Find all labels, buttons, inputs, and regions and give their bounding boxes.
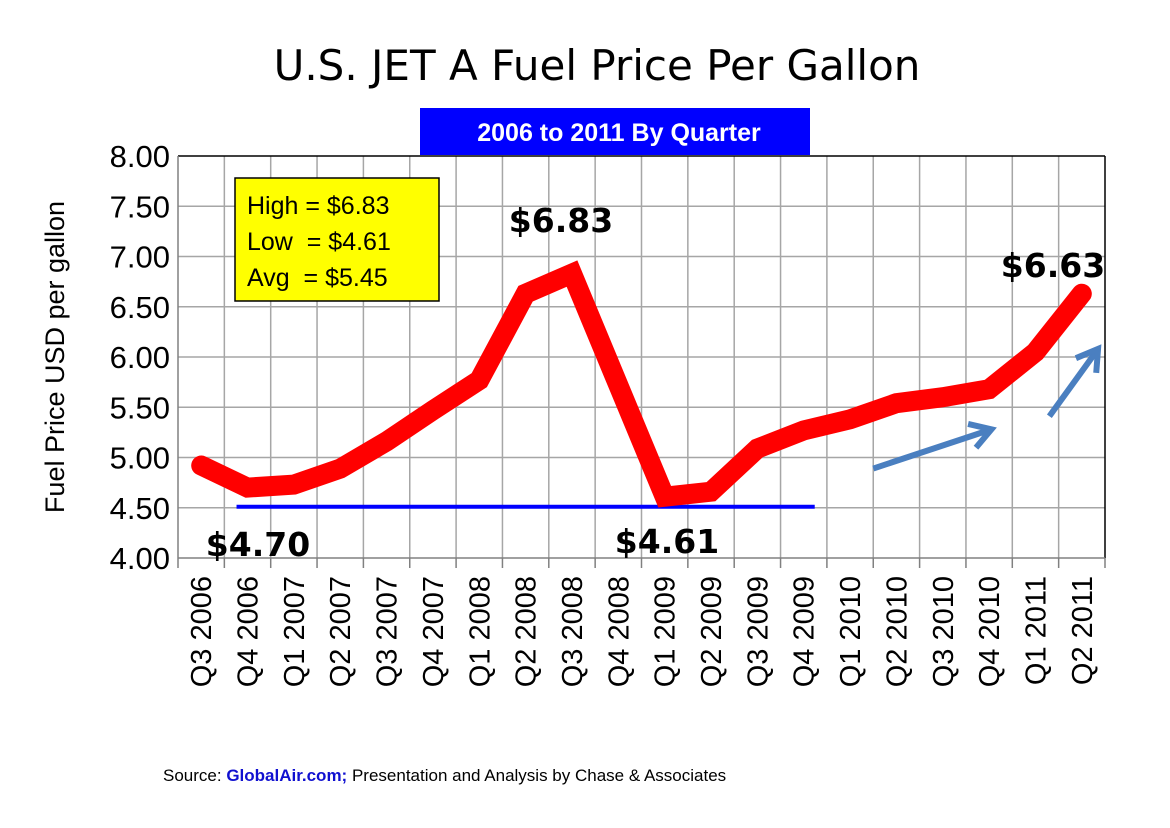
trend-arrow-shaft: [872, 426, 993, 472]
source-suffix: Presentation and Analysis by Chase & Ass…: [347, 766, 726, 785]
annotation-q4-2006: $4.70: [206, 525, 310, 564]
stats-high: High = $6.83: [247, 192, 389, 220]
annotation-low: $4.61: [615, 522, 719, 561]
y-tick-label: 6.50: [110, 290, 170, 325]
x-tick-label: Q3 2007: [372, 576, 404, 687]
x-tick-label: Q4 2007: [418, 576, 450, 687]
y-tick-label: 4.00: [110, 541, 170, 576]
x-tick-label: Q2 2011: [1067, 576, 1099, 685]
y-axis-label: Fuel Price USD per gallon: [40, 201, 70, 513]
y-tick-label: 5.50: [110, 390, 170, 425]
stats-box: High = $6.83 Low = $4.61 Avg = $5.45: [234, 177, 440, 302]
source-prefix: Source:: [163, 766, 226, 785]
x-tick-labels: Q3 2006 Q4 2006 Q1 2007 Q2 2007 Q3 2007 Q4 20…: [186, 576, 1099, 687]
y-tick-label: 7.50: [110, 189, 170, 224]
trend-arrow: [872, 420, 997, 472]
trend-arrow-head: [1074, 344, 1102, 374]
trend-arrow: [1046, 344, 1102, 419]
x-tick-label: Q1 2007: [279, 576, 311, 687]
x-tick-label: Q1 2011: [1020, 576, 1052, 685]
stats-box-background: [234, 177, 440, 302]
subtitle-box: 2006 to 2011 By Quarter: [420, 108, 810, 155]
stats-low: Low = $4.61: [247, 228, 391, 256]
y-tick-labels: 4.00 4.50 5.00 5.50 6.00 6.50 7.00 7.50 8.00: [110, 139, 170, 576]
annotation-latest: $6.63: [1001, 246, 1105, 285]
source-note: Source: GlobalAir.com; Presentation and …: [163, 766, 726, 785]
trend-arrows: [872, 344, 1102, 472]
y-tick-label: 4.50: [110, 491, 170, 526]
y-tick-label: 5.00: [110, 441, 170, 476]
stats-avg: Avg = $5.45: [247, 264, 388, 292]
trend-arrow-head: [967, 420, 997, 450]
x-tick-label: Q2 2009: [696, 576, 728, 687]
source-link[interactable]: GlobalAir.com;: [226, 766, 347, 785]
chart-title: U.S. JET A Fuel Price Per Gallon: [274, 41, 921, 90]
trend-arrow-shaft: [1046, 347, 1101, 419]
series-points: [201, 273, 1082, 497]
x-tick-label: Q3 2008: [557, 576, 589, 687]
y-tick-label: 7.00: [110, 240, 170, 275]
series-line-jet-fuel-price: [191, 260, 1092, 508]
x-tick-label: Q4 2006: [233, 576, 265, 687]
chart-subtitle: 2006 to 2011 By Quarter: [477, 119, 761, 147]
x-tick-label: Q4 2010: [974, 576, 1006, 687]
x-tick-label: Q3 2010: [928, 576, 960, 687]
x-tick-label: Q2 2007: [325, 576, 357, 687]
x-tick-label: Q3 2009: [742, 576, 774, 687]
x-tick-label: Q1 2010: [835, 576, 867, 687]
x-tick-label: Q3 2006: [186, 576, 218, 687]
x-tick-label: Q1 2008: [464, 576, 496, 687]
y-tick-label: 6.00: [110, 340, 170, 375]
x-tick-label: Q2 2010: [881, 576, 913, 687]
x-tick-label: Q4 2009: [789, 576, 821, 687]
subtitle-background: [420, 108, 810, 155]
x-tick-label: Q2 2008: [511, 576, 543, 687]
x-tick-label: Q1 2009: [650, 576, 682, 687]
y-tick-label: 8.00: [110, 139, 170, 174]
x-tick-label: Q4 2008: [603, 576, 635, 687]
axes: [177, 155, 1106, 568]
annotation-high: $6.83: [509, 201, 613, 240]
